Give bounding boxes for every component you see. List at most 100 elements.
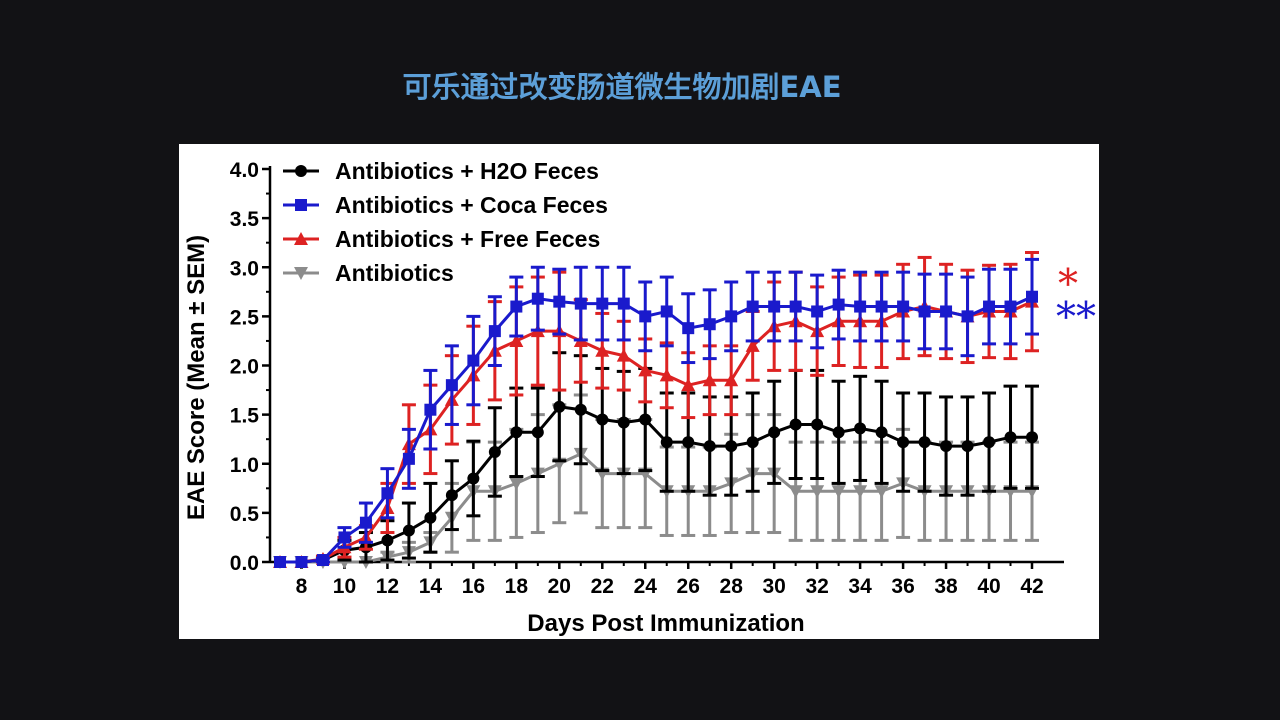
data-point (488, 445, 501, 458)
data-point (897, 300, 910, 313)
data-point (617, 297, 630, 310)
data-point (659, 368, 674, 382)
data-point (574, 403, 587, 416)
x-tick-label: 10 (333, 575, 356, 598)
data-point (616, 348, 631, 362)
data-point (488, 325, 501, 338)
data-point (381, 487, 394, 500)
data-point (467, 354, 480, 367)
data-point (402, 524, 415, 537)
data-point (574, 297, 587, 310)
data-point (638, 363, 653, 377)
legend-label: Antibiotics (335, 260, 454, 286)
eae-score-line-chart: 0.0 0.5 1.0 1.5 2.0 2.5 3.0 3.5 4.0 8 10 12 14 16 18 20… (183, 158, 1096, 637)
data-point (510, 426, 523, 439)
data-point (510, 300, 523, 313)
series-h2o-feces (274, 351, 1039, 568)
significance-marker: ** (1056, 295, 1096, 341)
x-tick-label: 14 (419, 575, 443, 598)
data-point (897, 436, 910, 449)
y-tick-label: 0.5 (230, 503, 260, 526)
x-tick-label: 42 (1020, 575, 1043, 598)
data-point (682, 322, 695, 335)
significance-marker: * (1058, 262, 1078, 308)
y-tick-label: 1.0 (230, 454, 259, 477)
data-point (874, 485, 889, 499)
data-point (381, 534, 394, 547)
data-point (810, 485, 825, 499)
data-point (424, 403, 437, 416)
x-axis-label: Days Post Immunization (527, 610, 804, 637)
data-point (854, 300, 867, 313)
data-point (681, 378, 696, 392)
chart-panel: 0.0 0.5 1.0 1.5 2.0 2.5 3.0 3.5 4.0 8 10 12 14 16 18 20… (179, 144, 1099, 639)
y-tick-label: 3.0 (230, 257, 259, 280)
data-point (359, 516, 372, 529)
data-point (531, 292, 544, 305)
data-point (724, 373, 739, 387)
y-tick-label: 4.0 (230, 159, 259, 182)
data-point (853, 485, 868, 499)
data-point (553, 400, 566, 413)
data-point (961, 310, 974, 323)
legend-marker (294, 267, 308, 280)
y-tick-label: 2.0 (230, 356, 259, 379)
x-tick-label: 24 (634, 575, 658, 598)
data-point (553, 295, 566, 308)
data-point (832, 298, 845, 311)
data-point (509, 333, 524, 347)
data-point (316, 554, 329, 567)
data-point (445, 379, 458, 392)
data-point (509, 477, 524, 491)
x-tick-label: 34 (848, 575, 872, 598)
data-point (660, 305, 673, 318)
x-tick-label: 16 (462, 575, 485, 598)
x-tick-label: 36 (891, 575, 914, 598)
legend-marker (294, 232, 308, 245)
legend-marker (295, 165, 307, 177)
data-point (295, 556, 308, 568)
data-point (596, 413, 609, 426)
data-point (746, 300, 759, 313)
data-point (918, 436, 931, 449)
x-tick-label: 8 (296, 575, 308, 598)
data-point (789, 300, 802, 313)
y-tick-label: 0.0 (230, 552, 259, 575)
legend-label: Antibiotics + H2O Feces (335, 158, 599, 184)
data-point (961, 440, 974, 453)
data-point (725, 310, 738, 323)
data-point (875, 426, 888, 439)
x-tick-label: 20 (548, 575, 571, 598)
series-coca-feces (274, 257, 1039, 568)
data-point (660, 436, 673, 449)
data-point (983, 436, 996, 449)
x-tick-label: 18 (505, 575, 529, 598)
data-point (639, 413, 652, 426)
y-tick-label: 1.5 (230, 405, 260, 428)
data-point (467, 472, 480, 485)
slide-title: 可乐通过改变肠道微生物加剧EAE (402, 70, 842, 104)
x-tick-label: 28 (720, 575, 744, 598)
data-point (445, 489, 458, 502)
data-point (768, 300, 781, 313)
data-point (940, 305, 953, 318)
data-point (617, 416, 630, 429)
data-point (940, 440, 953, 453)
legend: Antibiotics + H2O Feces Antibiotics + Coc… (283, 158, 608, 286)
data-point (1026, 431, 1038, 444)
data-point (424, 511, 437, 524)
x-tick-label: 22 (591, 575, 614, 598)
data-point (1004, 300, 1017, 313)
data-point (918, 305, 931, 318)
y-tick-label: 2.5 (230, 306, 260, 329)
data-point (596, 297, 609, 310)
data-point (789, 418, 802, 431)
data-point (703, 440, 716, 453)
data-point (682, 436, 695, 449)
x-tick-label: 12 (376, 575, 399, 598)
data-point (702, 373, 717, 387)
data-point (811, 418, 824, 431)
x-tick-label: 40 (977, 575, 1000, 598)
data-point (983, 300, 996, 313)
y-axis-label: EAE Score (Mean ± SEM) (183, 235, 210, 520)
